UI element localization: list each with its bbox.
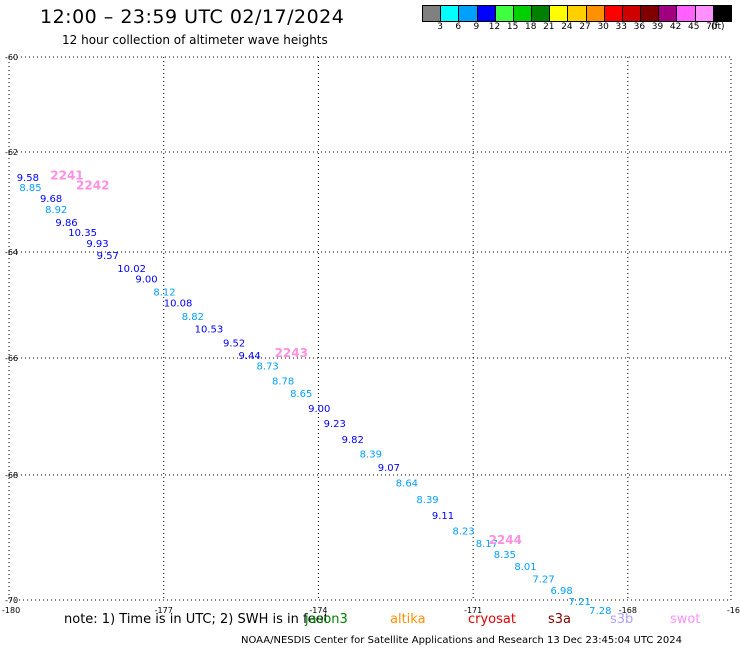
color-swatch xyxy=(459,6,478,21)
color-scale-label: 3 xyxy=(437,22,443,32)
y-tick-label: -70 xyxy=(5,596,18,605)
color-scale-label: 30 xyxy=(597,22,609,32)
wave-height-point: 10.53 xyxy=(195,325,224,336)
color-scale-label: 33 xyxy=(615,22,628,32)
plot-frame xyxy=(8,56,732,601)
page-title: 12:00 – 23:59 UTC 02/17/2024 xyxy=(40,6,345,28)
color-scale-label: 12 xyxy=(488,22,501,32)
wave-height-point: 7.21 xyxy=(569,597,591,608)
wave-height-point: 8.65 xyxy=(290,389,312,400)
color-scale-label: 6 xyxy=(455,22,462,32)
pass-number-label: 2244 xyxy=(489,533,522,547)
note-text: note: 1) Time is in UTC; 2) SWH is in fe… xyxy=(64,612,329,627)
color-scale-label: 21 xyxy=(543,22,555,32)
color-swatch xyxy=(441,6,460,21)
color-scale-label: 27 xyxy=(579,22,591,32)
y-tick-label: -62 xyxy=(5,148,18,157)
color-scale-bar xyxy=(422,5,732,22)
satellite-legend-item: jason3 xyxy=(305,612,348,627)
y-tick-label: -68 xyxy=(5,471,18,480)
wave-height-point: 10.02 xyxy=(117,264,146,275)
x-tick-label: -16 xyxy=(727,606,740,615)
wave-height-point: 8.12 xyxy=(153,287,175,298)
color-scale-label: 15 xyxy=(506,22,519,32)
wave-height-point: 8.23 xyxy=(453,526,475,537)
wave-height-point: 9.00 xyxy=(308,404,330,415)
wave-height-point: 8.64 xyxy=(396,478,418,489)
wave-height-point: 9.58 xyxy=(17,173,39,184)
color-scale-label: 24 xyxy=(561,22,573,32)
pass-number-label: 2242 xyxy=(76,179,109,193)
color-swatch xyxy=(568,6,587,21)
wave-height-point: 9.11 xyxy=(432,511,454,522)
color-swatch xyxy=(641,6,660,21)
color-scale-label: 36 xyxy=(633,22,646,32)
color-swatch xyxy=(423,6,442,21)
color-swatch xyxy=(532,6,551,21)
color-scale-unit: (ft) xyxy=(711,22,725,32)
wave-height-point: 10.08 xyxy=(164,299,193,310)
x-tick-label: -177 xyxy=(155,606,173,615)
color-scale-label: 9 xyxy=(473,22,480,32)
satellite-legend-item: swot xyxy=(670,612,701,627)
x-tick-label: -171 xyxy=(464,606,482,615)
color-swatch xyxy=(713,6,731,21)
wave-height-point: 8.17 xyxy=(476,539,498,550)
wave-height-point: 8.01 xyxy=(514,562,536,573)
page-subtitle: 12 hour collection of altimeter wave hei… xyxy=(62,33,328,47)
color-scale-label: 42 xyxy=(669,22,682,32)
wave-height-point: 8.82 xyxy=(182,312,204,323)
wave-height-point: 7.27 xyxy=(532,575,554,586)
wave-height-point: 9.93 xyxy=(86,239,108,250)
wave-height-point: 9.07 xyxy=(378,463,400,474)
wave-height-point: 7.28 xyxy=(589,606,611,617)
y-tick-label: -66 xyxy=(5,354,18,363)
y-tick-label: -60 xyxy=(5,53,18,62)
wave-height-point: 9.57 xyxy=(97,251,119,262)
x-tick-label: -174 xyxy=(309,606,327,615)
color-swatch xyxy=(622,6,642,21)
x-tick-label: -180 xyxy=(2,606,20,615)
color-scale-label: 18 xyxy=(524,22,537,32)
color-swatch xyxy=(477,6,496,21)
color-scale-label: 39 xyxy=(651,22,664,32)
wave-height-point: 8.92 xyxy=(45,205,67,216)
wave-height-point: 9.52 xyxy=(223,338,245,349)
pass-number-label: 2241 xyxy=(50,169,83,183)
color-swatch xyxy=(677,6,696,21)
wave-height-point: 9.68 xyxy=(40,194,62,205)
wave-height-point: 9.82 xyxy=(342,435,364,446)
wave-height-point: 9.00 xyxy=(135,275,157,286)
wave-height-point: 9.86 xyxy=(55,218,77,229)
color-swatch xyxy=(659,6,678,21)
wave-height-point: 8.78 xyxy=(272,376,294,387)
satellite-legend-item: altika xyxy=(390,612,426,627)
y-tick-label: -64 xyxy=(5,248,18,257)
color-swatch xyxy=(586,6,605,21)
wave-height-point: 8.73 xyxy=(257,362,279,373)
wave-height-point: 8.85 xyxy=(19,183,41,194)
satellite-legend-item: cryosat xyxy=(468,612,516,627)
wave-height-point: 10.35 xyxy=(68,228,97,239)
wave-height-point: 8.39 xyxy=(416,495,438,506)
wave-height-point: 8.39 xyxy=(360,449,382,460)
color-scale-label: 70 xyxy=(706,22,718,32)
color-swatch xyxy=(550,6,569,21)
color-swatch xyxy=(604,6,623,21)
wave-height-point: 9.44 xyxy=(238,351,260,362)
satellite-legend-item: s3a xyxy=(548,612,572,627)
color-swatch xyxy=(513,6,533,21)
color-swatch xyxy=(695,6,714,21)
x-tick-label: -168 xyxy=(619,606,637,615)
satellite-legend-item: s3b xyxy=(610,612,634,627)
color-swatch xyxy=(495,6,514,21)
footer-credit: NOAA/NESDIS Center for Satellite Applica… xyxy=(241,635,683,646)
wave-height-point: 8.35 xyxy=(494,550,516,561)
color-scale-label: 45 xyxy=(688,22,700,32)
pass-number-label: 2243 xyxy=(275,346,308,360)
wave-height-point: 9.23 xyxy=(324,419,346,430)
wave-height-point: 6.98 xyxy=(551,586,573,597)
